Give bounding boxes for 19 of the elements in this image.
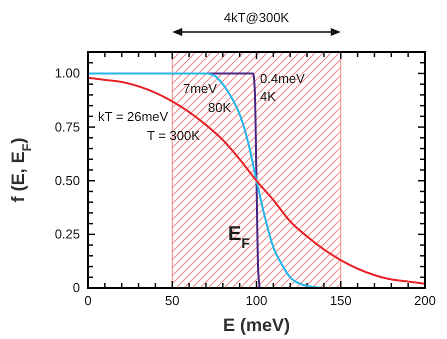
- y-tick-label: 0.25: [54, 226, 80, 242]
- annotation: 0.4meV: [260, 71, 306, 86]
- annotation: kT = 26meV: [98, 109, 169, 124]
- annotation: 4K: [260, 89, 276, 104]
- band-label: 4kT@300K: [224, 10, 290, 25]
- y-tick-label: 0: [72, 280, 80, 296]
- annotation: E$_{F}$: [228, 223, 250, 251]
- annotation: 80K: [208, 100, 232, 115]
- y-tick-label: 0.50: [54, 172, 80, 188]
- x-axis-title: E (meV): [222, 315, 290, 335]
- x-tick-label: 0: [84, 293, 92, 308]
- x-tick-label: 150: [330, 293, 352, 308]
- y-tick-label: 1.00: [54, 66, 80, 81]
- annotation: T = 300K: [147, 128, 200, 143]
- x-tick-label: 100: [246, 293, 268, 308]
- annotation: 7meV: [183, 81, 218, 96]
- x-tick-label: 50: [165, 293, 180, 308]
- x-tick-label: 200: [414, 293, 436, 308]
- y-tick-label: 0.75: [54, 119, 80, 134]
